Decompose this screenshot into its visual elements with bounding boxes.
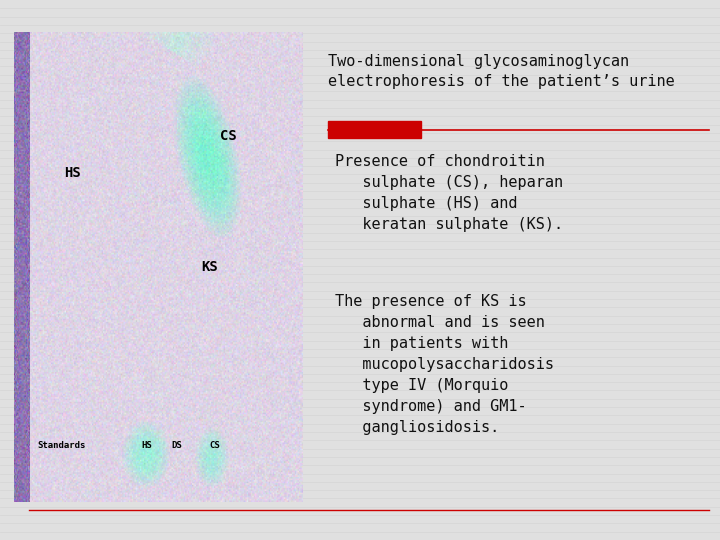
Text: DS: DS — [171, 441, 182, 450]
Text: HS: HS — [141, 441, 152, 450]
Text: Standards: Standards — [37, 441, 86, 450]
Text: The presence of KS is
   abnormal and is seen
   in patients with
   mucopolysac: The presence of KS is abnormal and is se… — [335, 294, 554, 435]
Bar — [328, 122, 421, 138]
Text: Presence of chondroitin
   sulphate (CS), heparan
   sulphate (HS) and
   kerata: Presence of chondroitin sulphate (CS), h… — [335, 154, 563, 232]
Text: CS: CS — [220, 129, 237, 143]
Text: Two-dimensional glycosaminoglycan
electrophoresis of the patient’s urine: Two-dimensional glycosaminoglycan electr… — [328, 54, 675, 89]
Text: HS: HS — [64, 166, 81, 180]
Text: CS: CS — [210, 441, 220, 450]
Text: KS: KS — [201, 260, 217, 274]
